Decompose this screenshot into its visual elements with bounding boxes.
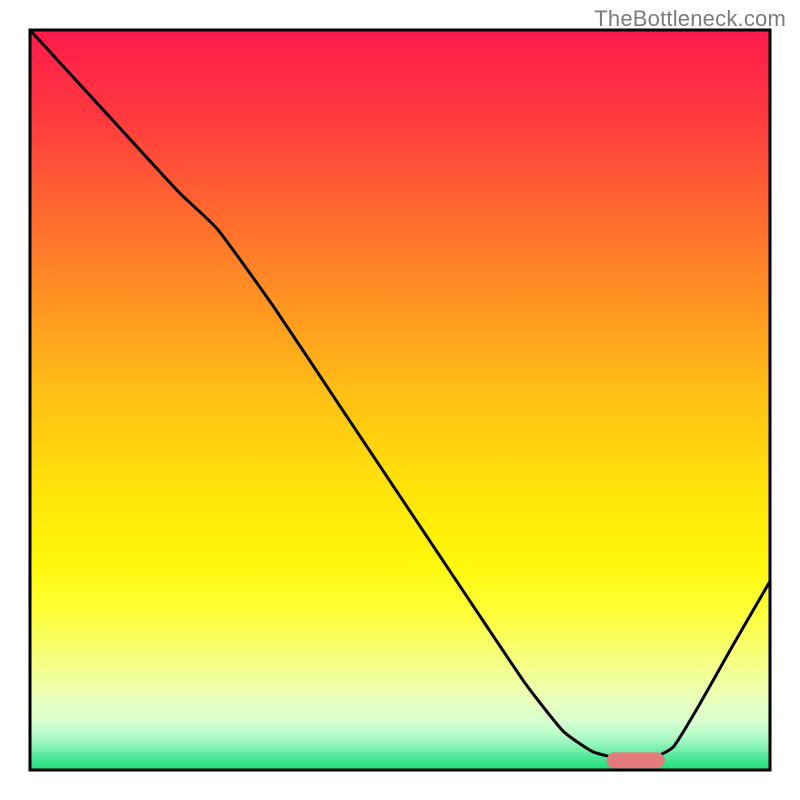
chart-canvas: TheBottleneck.com xyxy=(0,0,800,800)
gradient-plot xyxy=(0,0,800,800)
watermark-text: TheBottleneck.com xyxy=(594,6,786,32)
plot-background xyxy=(30,30,770,770)
